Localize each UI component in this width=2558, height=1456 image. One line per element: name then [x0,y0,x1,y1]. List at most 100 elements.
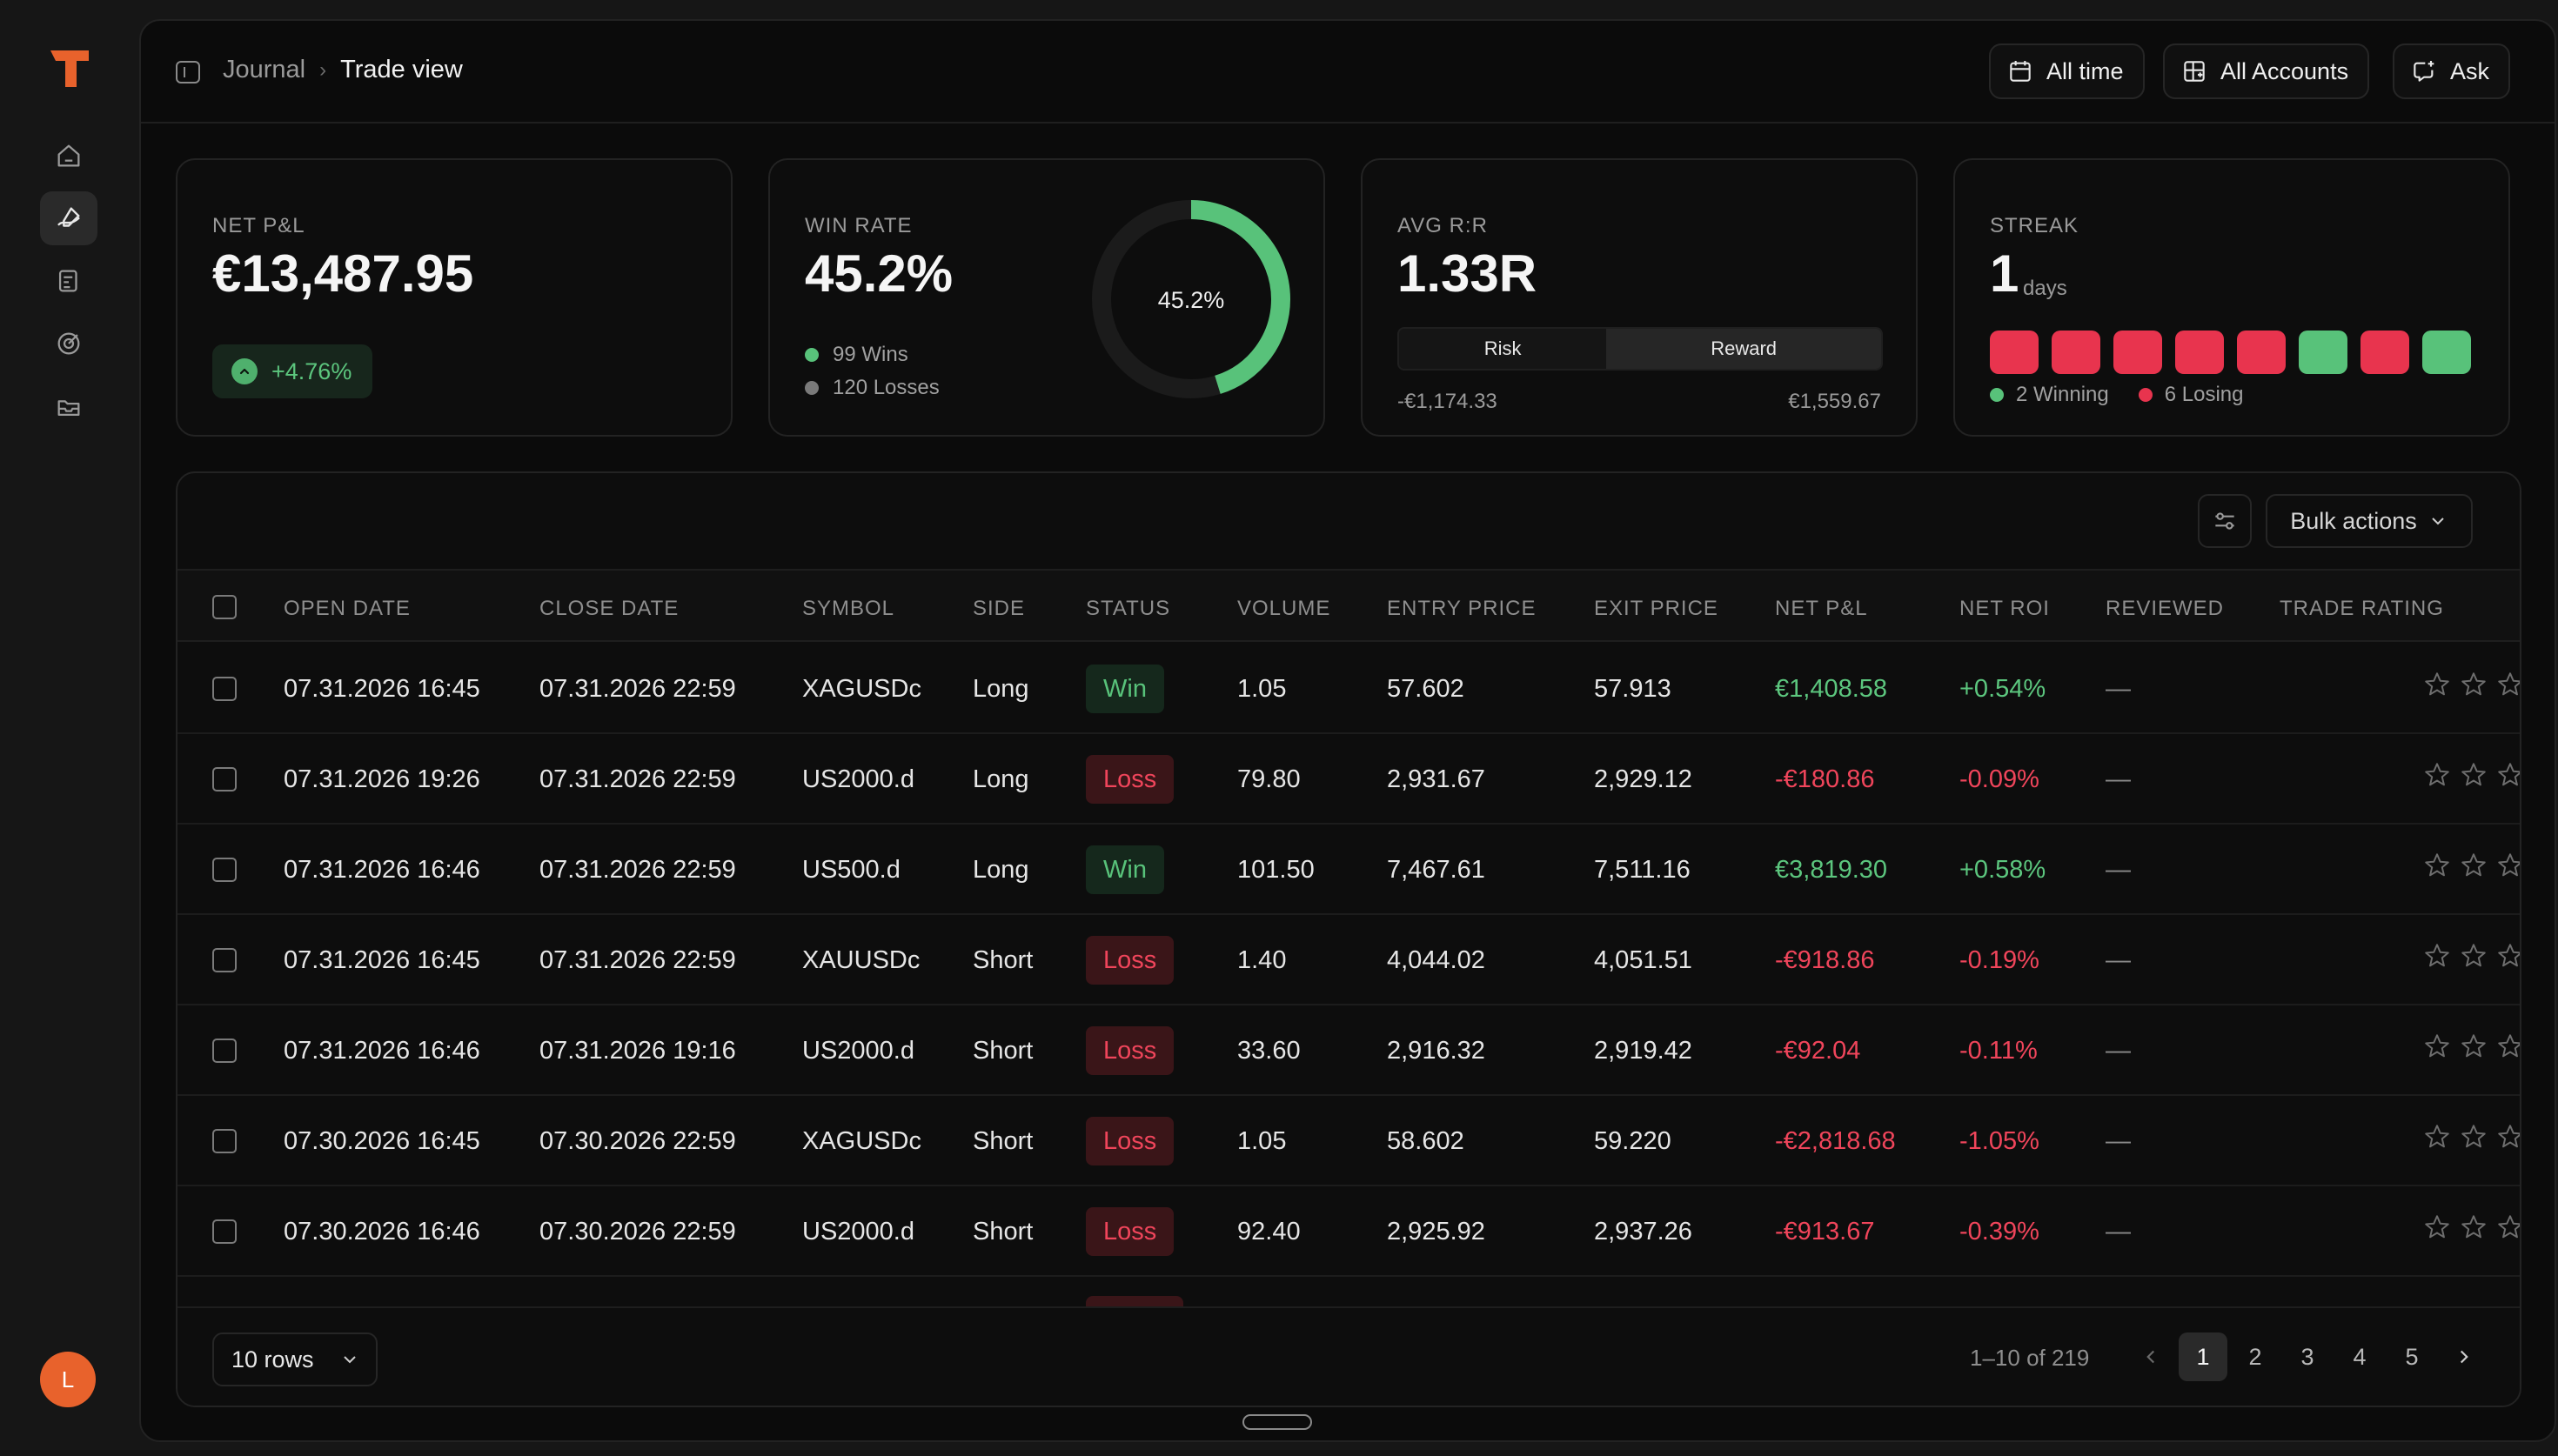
streak-days [1990,331,2471,374]
streak-day-loss[interactable] [1990,331,2039,374]
nav-goals[interactable] [40,317,97,371]
star-icon[interactable] [2422,1212,2452,1242]
wins-count: 99 Wins [833,343,908,366]
status-badge: Win [1086,845,1164,894]
star-icon[interactable] [2495,1032,2521,1061]
column-exit-price[interactable]: EXIT PRICE [1594,597,1718,620]
star-icon[interactable] [2459,670,2488,699]
column-status[interactable]: STATUS [1086,597,1171,620]
nav-notes[interactable] [40,254,97,308]
star-icon[interactable] [2459,941,2488,971]
time-filter-button[interactable]: All time [1989,43,2145,99]
star-icon[interactable] [2422,760,2452,790]
side-cell: Long [973,856,1029,884]
star-icon[interactable] [2495,851,2521,880]
nav-trade-view[interactable] [40,191,97,245]
star-icon[interactable] [2422,851,2452,880]
status-badge: Loss [1086,1117,1175,1165]
ask-button[interactable]: Ask [2393,43,2511,99]
row-checkbox[interactable] [212,948,237,972]
streak-day-loss[interactable] [2052,331,2100,374]
accounts-filter-button[interactable]: All Accounts [2163,43,2370,99]
volume-cell: 92.40 [1237,1218,1301,1246]
page-button-2[interactable]: 2 [2248,1343,2262,1370]
row-checkbox[interactable] [212,1039,237,1063]
nav-inbox[interactable] [40,379,97,433]
row-checkbox[interactable] [212,1129,237,1153]
avatar[interactable]: L [40,1352,96,1407]
home-indicator[interactable] [1242,1414,1312,1430]
column-trade-rating[interactable]: TRADE RATING [2280,597,2444,620]
open-date-cell: 07.30.2026 16:46 [284,1218,480,1246]
win-rate-arc [1092,200,1290,398]
star-icon[interactable] [2422,1032,2452,1061]
brand-logo-icon[interactable] [50,49,89,87]
open-date-cell: 07.31.2026 16:45 [284,675,480,703]
star-icon[interactable] [2459,851,2488,880]
streak-day-loss[interactable] [2175,331,2224,374]
nav-home[interactable] [40,129,97,183]
page-button-5[interactable]: 5 [2405,1343,2419,1370]
prev-page-button[interactable] [2126,1332,2175,1381]
row-checkbox[interactable] [212,677,237,701]
star-icon[interactable] [2459,1212,2488,1242]
star-icon[interactable] [2495,670,2521,699]
column-open-date[interactable]: OPEN DATE [284,597,411,620]
star-icon[interactable] [2495,1212,2521,1242]
column-symbol[interactable]: SYMBOL [802,597,895,620]
net-roi-cell: -0.39% [1959,1218,2039,1246]
star-icon[interactable] [2495,760,2521,790]
next-page-button[interactable] [2440,1332,2488,1381]
entry-price-cell: 7,467.61 [1387,856,1485,884]
streak-day-loss[interactable] [2237,331,2286,374]
streak-day-win[interactable] [2299,331,2347,374]
column-net-pnl[interactable]: NET P&L [1775,597,1868,620]
side-cell: Short [973,946,1034,974]
top-bar: Journal › Trade view All time All Accoun… [141,21,2555,124]
table-row[interactable]: 07.31.2026 16:45 07.31.2026 22:59 XAGUSDc L… [177,644,2520,734]
star-icon[interactable] [2459,1032,2488,1061]
row-checkbox[interactable] [212,1219,237,1244]
side-cell: Short [973,1127,1034,1155]
exit-price-cell: 57.913 [1594,675,1671,703]
sidebar-toggle-icon[interactable] [176,61,200,83]
filter-button[interactable] [2198,494,2252,548]
column-net-roi[interactable]: NET ROI [1959,597,2050,620]
column-side[interactable]: SIDE [973,597,1026,620]
calendar-icon [2010,61,2031,82]
row-checkbox[interactable] [212,767,237,791]
table-row[interactable]: 07.31.2026 16:45 07.31.2026 22:59 XAUUSDc S… [177,915,2520,1005]
select-all-checkbox[interactable] [212,595,237,619]
table-row[interactable]: 07.30.2026 16:46 07.30.2026 22:59 US2000.d… [177,1186,2520,1277]
table-row[interactable]: 07.31.2026 19:26 07.31.2026 22:59 US2000.d… [177,734,2520,825]
table-row[interactable]: 07.30.2026 16:45 07.30.2026 22:59 XAGUSDc S… [177,1096,2520,1186]
table-row[interactable]: 07.31.2026 16:46 07.31.2026 19:16 US2000.d… [177,1005,2520,1096]
column-entry-price[interactable]: ENTRY PRICE [1387,597,1537,620]
star-icon[interactable] [2422,1122,2452,1152]
column-close-date[interactable]: CLOSE DATE [539,597,680,620]
page-button-3[interactable]: 3 [2300,1343,2314,1370]
chat-sparkle-icon [2414,61,2434,82]
star-icon[interactable] [2495,1122,2521,1152]
row-checkbox[interactable] [212,858,237,882]
bulk-actions-button[interactable]: Bulk actions [2266,494,2473,548]
net-roi-cell: +0.54% [1959,675,2046,703]
rows-per-page-select[interactable]: 10 rows [212,1332,378,1386]
streak-day-loss[interactable] [2113,331,2162,374]
star-icon[interactable] [2495,941,2521,971]
column-reviewed[interactable]: REVIEWED [2106,597,2225,620]
star-icon[interactable] [2422,941,2452,971]
streak-day-win[interactable] [2422,331,2471,374]
star-icon[interactable] [2459,1122,2488,1152]
page-button-1[interactable]: 1 [2179,1332,2227,1381]
column-volume[interactable]: VOLUME [1237,597,1331,620]
losing-count: 6 Losing [2164,383,2244,406]
table-row[interactable]: 07.31.2026 16:46 07.31.2026 22:59 US500.d L… [177,825,2520,915]
star-icon[interactable] [2422,670,2452,699]
net-pnl-card: NET P&L €13,487.95 +4.76% [176,158,733,437]
close-date-cell: 07.30.2026 22:59 [539,1218,736,1246]
breadcrumb-journal[interactable]: Journal [223,56,306,83]
page-button-4[interactable]: 4 [2353,1343,2367,1370]
streak-day-loss[interactable] [2360,331,2409,374]
star-icon[interactable] [2459,760,2488,790]
